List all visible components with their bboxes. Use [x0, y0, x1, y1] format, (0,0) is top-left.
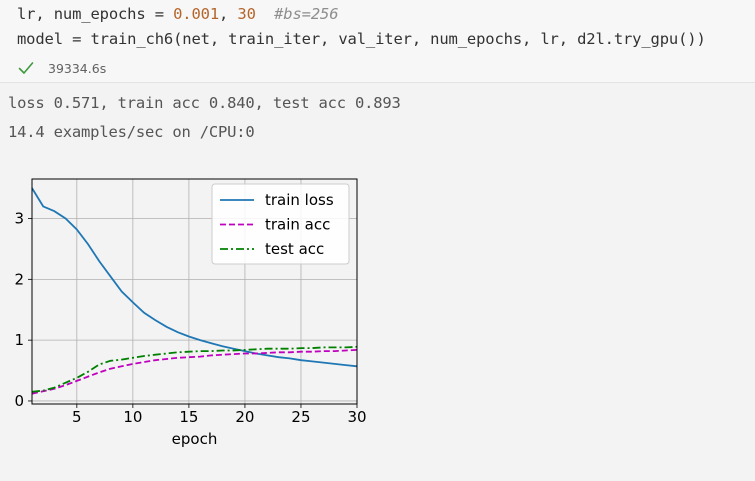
y-tick-label: 2 — [14, 270, 24, 288]
x-tick-label: 30 — [347, 408, 366, 426]
legend-label: train loss — [265, 191, 334, 209]
series-line-train-loss — [31, 187, 358, 368]
series-line-train-acc — [31, 349, 358, 395]
series-line-test-acc — [31, 345, 358, 393]
execution-status: 39334.6s — [18, 58, 106, 78]
chart-legend: train loss train acc test acc — [211, 183, 350, 265]
legend-label: train acc — [265, 216, 330, 234]
code-comment: #bs=256 — [255, 5, 339, 23]
output-cell: loss 0.571, train acc 0.840, test acc 0.… — [0, 83, 755, 481]
code-line-2[interactable]: model = train_ch6(net, train_iter, val_i… — [17, 30, 706, 48]
x-tick-label: 20 — [235, 408, 254, 426]
legend-box — [211, 183, 350, 265]
x-tick-label: 25 — [291, 408, 310, 426]
x-tick-label: 10 — [123, 408, 142, 426]
chart-ticks: 5 10 15 20 25 30 0 1 2 3 — [14, 210, 366, 426]
legend-label: test acc — [265, 240, 324, 258]
y-tick-label: 0 — [14, 392, 24, 410]
code-text: lr, num_epochs = — [17, 5, 174, 23]
code-separator: , — [219, 5, 238, 23]
code-line-1[interactable]: lr, num_epochs = 0.001, 30 #bs=256 — [17, 5, 339, 23]
x-tick-label: 15 — [179, 408, 198, 426]
output-line-speed: 14.4 examples/sec on /CPU:0 — [8, 123, 255, 141]
y-tick-label: 3 — [14, 210, 24, 228]
y-tick-label: 1 — [14, 331, 24, 349]
output-line-metrics: loss 0.571, train acc 0.840, test acc 0.… — [8, 94, 401, 112]
lr-value: 0.001 — [173, 5, 220, 23]
execution-time: 39334.6s — [48, 60, 107, 76]
check-icon — [18, 62, 34, 74]
chart-series — [31, 187, 358, 395]
x-axis-label: epoch — [172, 430, 218, 448]
training-chart: 5 10 15 20 25 30 0 1 2 3 epoch train loss train ac… — [14, 178, 367, 448]
x-tick-label: 5 — [72, 408, 82, 426]
code-cell[interactable]: lr, num_epochs = 0.001, 30 #bs=256 model… — [0, 0, 755, 82]
epochs-value: 30 — [237, 5, 256, 23]
plot-frame — [31, 178, 358, 405]
cell-divider — [0, 82, 755, 83]
